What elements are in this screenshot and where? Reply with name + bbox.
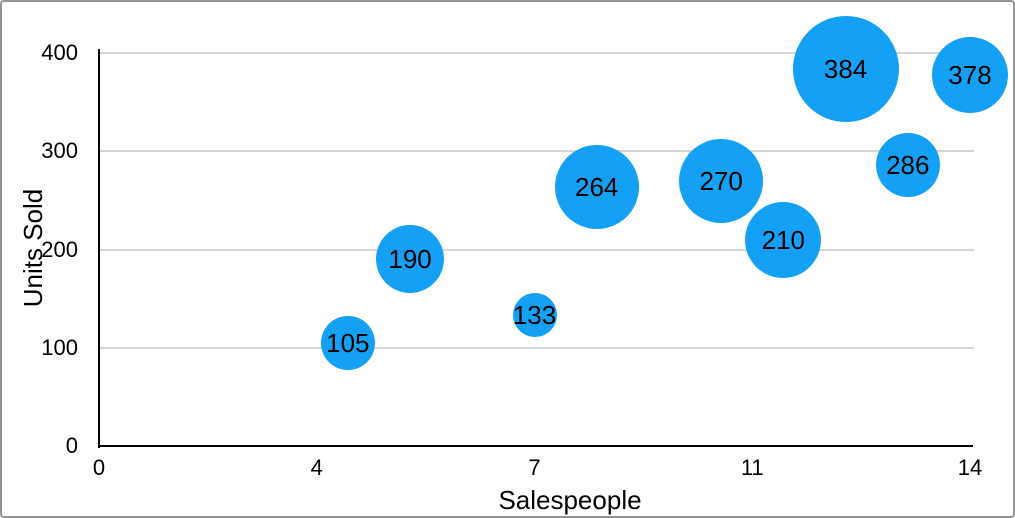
y-tick-label: 300 bbox=[41, 138, 78, 164]
x-axis-title: Salespeople bbox=[498, 485, 642, 515]
bubble-value-label: 270 bbox=[699, 165, 743, 196]
bubble-value-label: 378 bbox=[948, 59, 992, 90]
x-tick-label: 7 bbox=[528, 455, 541, 480]
bubble-value-label: 264 bbox=[575, 171, 619, 202]
x-tick-label: 14 bbox=[957, 455, 983, 480]
bubble-value-label: 384 bbox=[823, 53, 868, 84]
y-tick-label: 100 bbox=[41, 334, 78, 360]
bubble-286: 286 bbox=[875, 133, 940, 197]
y-tick-label: 200 bbox=[41, 236, 78, 262]
bubble-value-label: 286 bbox=[886, 150, 930, 180]
bubble-value-label: 210 bbox=[761, 224, 806, 255]
y-tick-label: 400 bbox=[41, 40, 78, 65]
bubble-value-label: 190 bbox=[388, 244, 432, 275]
bubble-210: 210 bbox=[745, 201, 822, 278]
bubble-133: 133 bbox=[512, 293, 557, 338]
bubble-264: 264 bbox=[554, 144, 639, 229]
y-axis-line bbox=[98, 49, 100, 448]
bubble-value-label: 105 bbox=[326, 327, 370, 358]
bubble-270: 270 bbox=[679, 138, 764, 223]
gridline-y-400 bbox=[99, 52, 974, 54]
gridline-y-300 bbox=[99, 150, 974, 153]
x-axis-line bbox=[98, 445, 973, 447]
bubble-384: 384 bbox=[792, 15, 899, 122]
x-tick-label: 11 bbox=[740, 455, 764, 480]
y-axis-title: Units Sold bbox=[18, 188, 48, 308]
bubble-190: 190 bbox=[376, 225, 445, 294]
y-tick-label: 0 bbox=[65, 433, 78, 458]
bubble-378: 378 bbox=[932, 36, 1008, 113]
gridline-y-200 bbox=[99, 248, 974, 251]
bubble-value-label: 133 bbox=[512, 300, 557, 331]
x-tick-label: 4 bbox=[310, 455, 323, 480]
x-tick-label: 0 bbox=[92, 455, 106, 480]
gridline-y-100 bbox=[99, 346, 974, 349]
bubble-105: 105 bbox=[320, 315, 375, 370]
